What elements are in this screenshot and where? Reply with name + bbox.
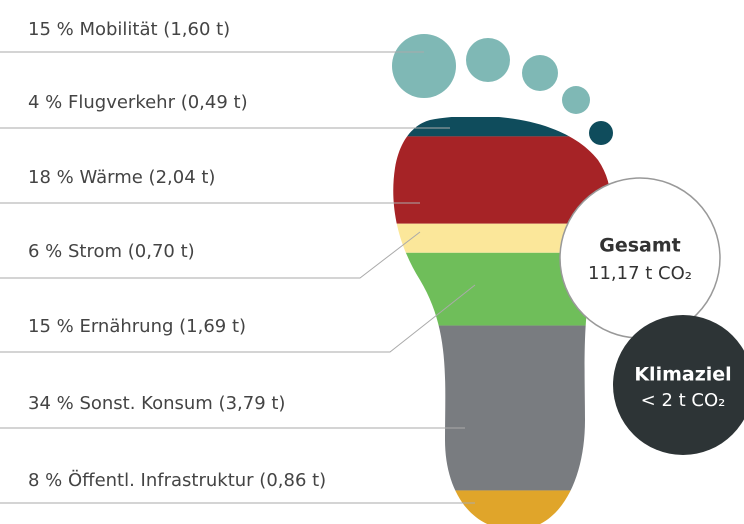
total-title: Gesamt: [599, 235, 681, 257]
category-label: 34 % Sonst. Konsum (3,79 t): [28, 393, 285, 414]
category-label: 8 % Öffentl. Infrastruktur (0,86 t): [28, 469, 326, 491]
toe: [562, 86, 590, 114]
toe: [392, 34, 456, 98]
toe: [466, 38, 510, 82]
segment: [380, 490, 620, 524]
category-label: 18 % Wärme (2,04 t): [28, 167, 215, 188]
total-value: 11,17 t CO₂: [588, 263, 692, 284]
target-value: < 2 t CO₂: [641, 390, 726, 411]
segment: [380, 326, 620, 491]
segment: [380, 117, 620, 136]
category-label: 15 % Mobilität (1,60 t): [28, 19, 230, 40]
leaders: [0, 52, 475, 503]
category-label: 4 % Flugverkehr (0,49 t): [28, 92, 248, 113]
toe: [522, 55, 558, 91]
toe: [589, 121, 613, 145]
total-circle: [560, 178, 720, 338]
category-label: 6 % Strom (0,70 t): [28, 241, 195, 262]
chart: Gesamt 11,17 t CO₂ Klimaziel < 2 t CO₂ 1…: [0, 0, 744, 524]
target-title: Klimaziel: [634, 364, 731, 386]
toe-group: [392, 34, 590, 114]
category-label: 15 % Ernährung (1,69 t): [28, 316, 246, 337]
footprint: [380, 117, 620, 524]
